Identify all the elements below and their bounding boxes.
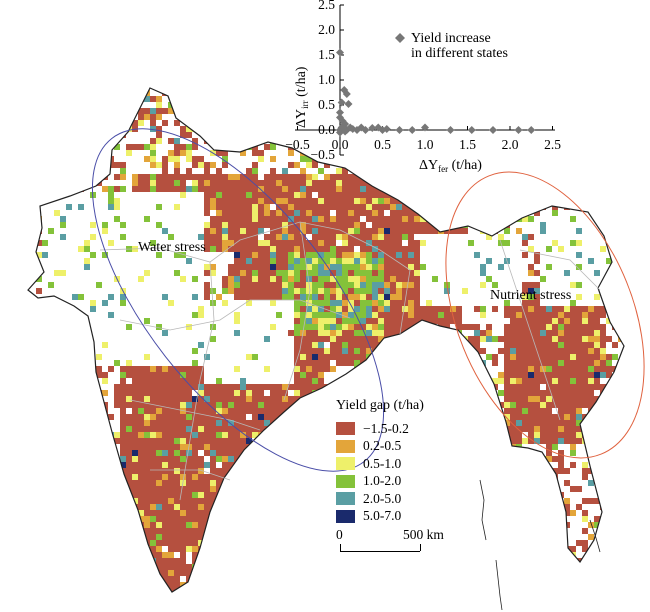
- y-tick-label: 2.0: [318, 22, 335, 37]
- legend-swatch: [336, 457, 355, 471]
- x-tick-label: 2.5: [544, 137, 561, 152]
- legend-item: 5.0-7.0: [332, 508, 492, 526]
- legend-label: 5.0-7.0: [363, 508, 402, 524]
- inset-y-axis-title: ΔYirr (t/ha): [294, 28, 310, 128]
- scale-end-label: 500 km: [403, 527, 444, 542]
- water-stress-label: Water stress: [138, 240, 206, 255]
- scatter-point: [361, 126, 370, 134]
- legend-item: 0.2-0.5: [332, 438, 492, 456]
- legend-item: 2.0-5.0: [332, 490, 492, 508]
- scatter-point: [446, 126, 455, 134]
- nutrient-stress-label: Nutrient stress: [490, 288, 572, 303]
- water-stress-ellipse: [91, 128, 385, 472]
- x-tick-label: −0.5: [285, 137, 310, 152]
- x-title-main: ΔY: [419, 158, 439, 173]
- y-tick-label: 0.5: [318, 97, 335, 112]
- legend-item: −1.5-0.2: [332, 420, 492, 438]
- scatter-point: [527, 126, 536, 134]
- scale-bar: 0 500 km: [333, 527, 453, 557]
- y-tick-label: 1.0: [318, 72, 335, 87]
- legend-swatch: [336, 509, 355, 523]
- x-title-sub: fer: [438, 164, 449, 174]
- state-boundaries: [99, 221, 601, 501]
- yield-gap-raster: [30, 90, 624, 592]
- legend-item: 0.5-1.0: [332, 455, 492, 473]
- inset-scatter-plot: −0.5 0.0 0.5 1.0 1.5 2.0 2.5−0.50.00.51.01.52.…: [285, 0, 561, 162]
- x-title-unit: (t/ha): [448, 158, 482, 173]
- y-tick-label: −0.5: [311, 147, 336, 162]
- scatter-point: [336, 108, 344, 117]
- yield-gap-map: [30, 90, 624, 592]
- x-tick-label: 1.5: [459, 137, 476, 152]
- scatter-point: [341, 127, 350, 136]
- scatter-point: [408, 126, 417, 134]
- legend-label: 0.5-1.0: [363, 455, 402, 471]
- scatter-point: [395, 126, 404, 134]
- islands: [479, 479, 601, 611]
- scale-tick-start: [340, 544, 341, 551]
- y-tick-label: 0.0: [318, 122, 335, 137]
- nutrient-stress-ellipse: [445, 171, 645, 459]
- scatter-point: [337, 98, 346, 107]
- inset-legend-line-1: Yield increase: [411, 31, 491, 46]
- scatter-point: [514, 126, 523, 134]
- scatter-point: [336, 48, 344, 57]
- x-tick-label: 2.0: [502, 137, 519, 152]
- x-tick-label: 0.5: [374, 137, 391, 152]
- scatter-point: [344, 100, 353, 108]
- yield-gap-legend: Yield gap (t/ha) −1.5-0.2 0.2-0.5 0.5-1.…: [332, 398, 492, 525]
- y-title-main: ΔY: [294, 108, 309, 128]
- inset-x-axis-title: ΔYfer (t/ha): [419, 158, 482, 174]
- scatter-point: [467, 126, 476, 134]
- legend-title: Yield gap (t/ha): [336, 398, 424, 413]
- y-tick-label: 2.5: [318, 0, 335, 12]
- inset-legend-line-2: in different states: [411, 46, 508, 61]
- legend-label: 0.2-0.5: [363, 438, 402, 454]
- inset-legend: Yield increase in different states: [411, 31, 508, 61]
- x-tick-label: 0.0: [332, 137, 349, 152]
- y-tick-label: 1.5: [318, 47, 335, 62]
- y-title-unit: (t/ha): [294, 66, 309, 101]
- legend-swatch: [336, 492, 355, 506]
- inset-ticks: −0.5 0.0 0.5 1.0 1.5 2.0 2.5−0.50.00.51.01.52.…: [285, 0, 561, 162]
- legend-swatch: [336, 439, 355, 453]
- legend-swatch: [336, 474, 355, 488]
- y-title-sub: irr: [300, 100, 310, 109]
- scale-tick-end: [420, 544, 421, 551]
- legend-item: 1.0-2.0: [332, 473, 492, 491]
- scatter-point: [421, 123, 429, 132]
- scatter-point: [489, 126, 497, 134]
- legend-label: 2.0-5.0: [363, 490, 402, 506]
- legend-label: −1.5-0.2: [363, 420, 409, 436]
- inset-points: [336, 48, 536, 137]
- x-tick-label: 1.0: [417, 137, 434, 152]
- scatter-point: [342, 90, 351, 98]
- scatter-point: [368, 124, 377, 132]
- scale-line: [340, 551, 420, 552]
- legend-swatch: [336, 422, 355, 436]
- legend-label: 1.0-2.0: [363, 473, 402, 489]
- scale-start-label: 0: [336, 527, 343, 542]
- scatter-point: [336, 128, 344, 137]
- legend-diamond-icon: [395, 33, 405, 43]
- scatter-point: [382, 125, 391, 133]
